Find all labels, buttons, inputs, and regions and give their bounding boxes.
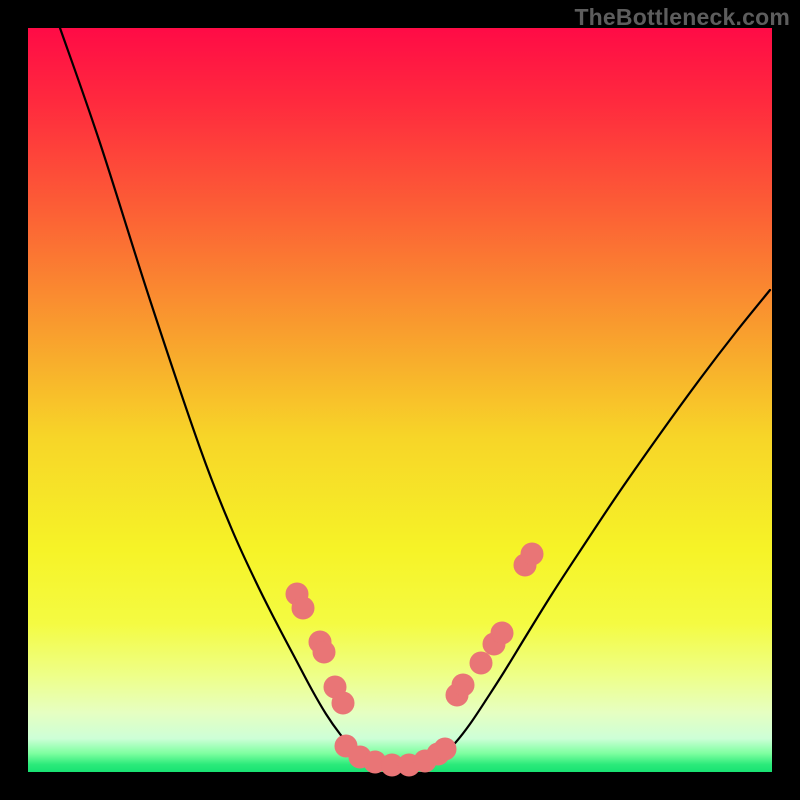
bottleneck-chart bbox=[0, 0, 800, 800]
data-marker bbox=[491, 622, 513, 644]
data-marker bbox=[292, 597, 314, 619]
plot-gradient-background bbox=[28, 28, 772, 772]
data-marker bbox=[313, 641, 335, 663]
data-marker bbox=[470, 652, 492, 674]
chart-stage: TheBottleneck.com bbox=[0, 0, 800, 800]
data-marker bbox=[521, 543, 543, 565]
data-marker bbox=[332, 692, 354, 714]
data-marker bbox=[452, 674, 474, 696]
watermark-text: TheBottleneck.com bbox=[574, 4, 790, 31]
data-marker bbox=[434, 738, 456, 760]
